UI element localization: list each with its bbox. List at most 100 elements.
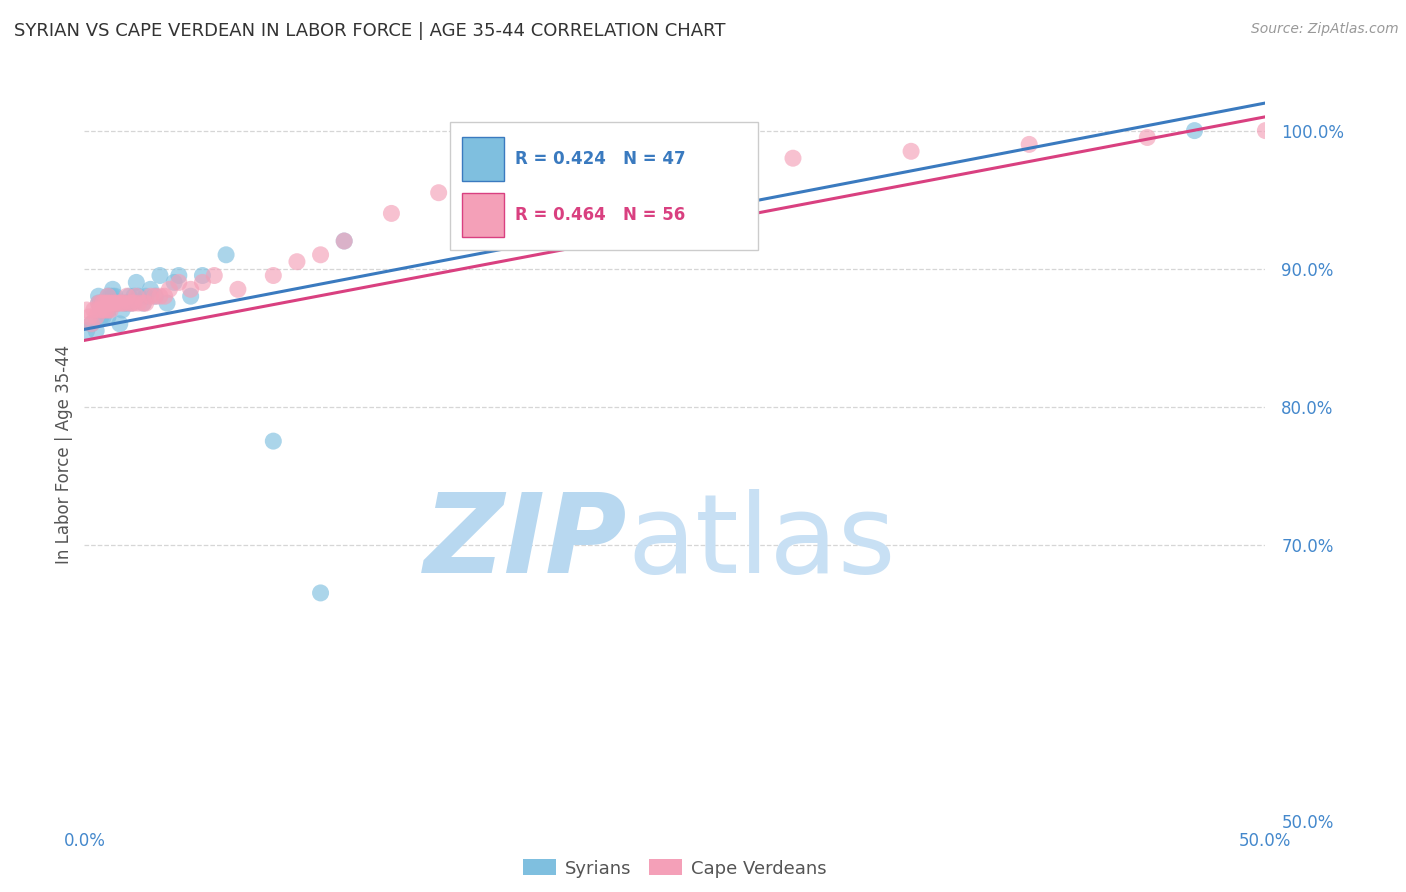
Point [104, 289, 127, 303]
Point [128, 296, 150, 310]
Point [98, 289, 121, 303]
Point [97, 296, 120, 310]
Point [90, 296, 112, 310]
Point [90, 310, 112, 324]
Point [333, 234, 356, 248]
Point [128, 289, 150, 303]
Point [226, 282, 249, 296]
Point [98, 296, 121, 310]
Legend: Syrians, Cape Verdeans: Syrians, Cape Verdeans [516, 852, 834, 885]
Point [87, 296, 110, 310]
Point [97, 296, 120, 310]
Point [94, 303, 117, 318]
Point [180, 289, 202, 303]
Point [118, 296, 141, 310]
Point [191, 276, 214, 290]
Point [1254, 123, 1277, 137]
Point [121, 296, 143, 310]
Point [115, 289, 138, 303]
Point [76, 303, 98, 318]
Point [202, 268, 225, 283]
Point [104, 296, 127, 310]
Point [132, 296, 155, 310]
Point [97, 303, 120, 318]
Point [135, 289, 157, 303]
Point [90, 296, 112, 310]
Point [84, 310, 107, 324]
Point [91, 303, 114, 318]
Point [122, 296, 145, 310]
FancyBboxPatch shape [463, 136, 503, 180]
Point [900, 145, 922, 159]
Point [91, 296, 114, 310]
Point [101, 289, 124, 303]
Point [91, 310, 114, 324]
Point [97, 289, 120, 303]
Point [101, 282, 124, 296]
Point [94, 296, 117, 310]
Point [91, 303, 114, 318]
Point [139, 282, 162, 296]
Point [114, 296, 136, 310]
FancyBboxPatch shape [450, 122, 758, 250]
Text: atlas: atlas [627, 489, 896, 596]
Point [139, 289, 162, 303]
Text: R = 0.464   N = 56: R = 0.464 N = 56 [516, 206, 686, 224]
FancyBboxPatch shape [463, 193, 503, 237]
Point [262, 268, 284, 283]
Point [143, 289, 166, 303]
Point [83, 303, 105, 318]
Point [149, 268, 172, 283]
Point [111, 296, 134, 310]
Point [114, 296, 136, 310]
Point [122, 289, 145, 303]
Point [87, 303, 110, 318]
Text: SYRIAN VS CAPE VERDEAN IN LABOR FORCE | AGE 35-44 CORRELATION CHART: SYRIAN VS CAPE VERDEAN IN LABOR FORCE | … [14, 22, 725, 40]
Point [115, 296, 138, 310]
Point [121, 296, 143, 310]
Point [427, 186, 450, 200]
Point [118, 289, 141, 303]
Point [380, 206, 402, 220]
Point [664, 158, 686, 172]
Point [191, 268, 214, 283]
Point [108, 317, 131, 331]
Point [1184, 123, 1206, 137]
Point [98, 303, 121, 318]
Point [125, 276, 148, 290]
Point [107, 296, 129, 310]
Point [104, 296, 127, 310]
Point [167, 276, 190, 290]
Point [156, 296, 179, 310]
Point [125, 289, 148, 303]
Point [90, 303, 112, 318]
Text: R = 0.424   N = 47: R = 0.424 N = 47 [516, 150, 686, 168]
Point [77, 310, 100, 324]
Point [101, 296, 124, 310]
Point [546, 165, 568, 179]
Point [1136, 130, 1159, 145]
Point [163, 276, 186, 290]
Point [143, 289, 166, 303]
Point [262, 434, 284, 449]
Point [94, 303, 117, 318]
Point [80, 317, 103, 331]
Point [108, 296, 131, 310]
Point [76, 324, 98, 338]
Point [157, 282, 180, 296]
Point [309, 586, 332, 600]
Point [90, 303, 112, 318]
Point [309, 248, 332, 262]
Point [87, 289, 110, 303]
Point [97, 303, 120, 318]
Point [98, 296, 121, 310]
Point [111, 303, 134, 318]
Text: Source: ZipAtlas.com: Source: ZipAtlas.com [1251, 22, 1399, 37]
Point [782, 151, 804, 165]
Text: ZIP: ZIP [425, 489, 627, 596]
Point [149, 289, 172, 303]
Point [475, 172, 498, 186]
Point [180, 282, 202, 296]
Point [167, 268, 190, 283]
Point [153, 289, 176, 303]
